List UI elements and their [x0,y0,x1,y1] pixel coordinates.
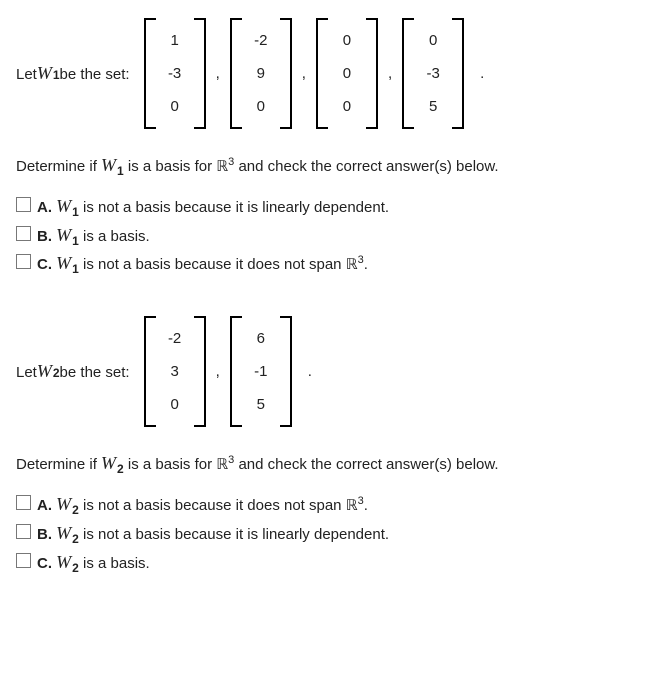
q1-vec-2: 0 0 0 [316,18,378,129]
q1-vec-1: -2 9 0 [230,18,292,129]
q2-opt-c: C. W2 is a basis. [16,550,634,577]
q2-v0-0: -2 [166,322,184,355]
q2-period: . [298,361,312,382]
q2-var: W [37,359,52,384]
q1-v3-2: 5 [424,90,442,123]
p2-pre: Determine if [16,456,101,473]
q2-sub: 2 [53,365,60,382]
q2-vec-0: -2 3 0 [144,316,206,427]
q1-c-letter: C. [37,256,52,273]
p1-R: ℝ [216,159,228,175]
q1-opt-b-text: B. W1 is a basis. [37,223,150,250]
q2-opt-b-text: B. W2 is not a basis because it is linea… [37,521,389,548]
q1-set-row: Let W1 be the set: 1 -3 0 , -2 9 0 , [16,18,634,129]
q2-v1-2: 5 [252,388,270,421]
p1-pre: Determine if [16,158,101,175]
q2-v1-0: 6 [252,322,270,355]
q2-checkbox-b[interactable] [16,524,31,539]
q1-v3-0: 0 [424,24,442,57]
q2-checkbox-c[interactable] [16,553,31,568]
q1-sep-1: , [298,63,310,84]
q1-v1-1: 9 [252,57,270,90]
q1-v2-0: 0 [338,24,356,57]
q1-sub: 1 [53,67,60,84]
p2-sub: 2 [117,462,124,476]
p2-post: and check the correct answer(s) below. [234,456,498,473]
q2-vec-1: 6 -1 5 [230,316,292,427]
q1-opt-c: C. W1 is not a basis because it does not… [16,251,634,278]
q2-v1-1: -1 [252,355,270,388]
q1-v1-0: -2 [252,24,270,57]
q1-label-prefix: Let [16,64,37,85]
p1-post: and check the correct answer(s) below. [234,158,498,175]
q1-v3-1: -3 [424,57,442,90]
q2-sep-0: , [212,361,224,382]
q2-opt-a-text: A. W2 is not a basis because it does not… [37,492,368,519]
q1-v0-1: -3 [166,57,184,90]
q2-v0-1: 3 [166,355,184,388]
q2-prompt: Determine if W2 is a basis for ℝ3 and ch… [16,451,634,478]
q2-set-row: Let W2 be the set: -2 3 0 , 6 -1 5 . [16,316,634,427]
q1-v1-2: 0 [252,90,270,123]
q1-label: Let W1 be the set: [16,61,130,86]
q2-label-prefix: Let [16,362,37,383]
q2-opt-c-text: C. W2 is a basis. [37,550,150,577]
q2-c-letter: C. [37,555,52,572]
q1-options: A. W1 is not a basis because it is linea… [16,194,634,278]
q1-v2-2: 0 [338,90,356,123]
q1-period: . [470,63,484,84]
q1-var: W [37,61,52,86]
q1-opt-b: B. W1 is a basis. [16,223,634,250]
p1-mid: is a basis for [124,158,217,175]
q1-v0-0: 1 [166,24,184,57]
q2-label: Let W2 be the set: [16,359,130,384]
q1-v2-1: 0 [338,57,356,90]
q1-sep-2: , [384,63,396,84]
p1-var: W [101,155,116,175]
q2-a-letter: A. [37,497,52,514]
p2-mid: is a basis for [124,456,217,473]
q1-prompt: Determine if W1 is a basis for ℝ3 and ch… [16,153,634,180]
p1-sub: 1 [117,164,124,178]
q2-v0-2: 0 [166,388,184,421]
q1-a-letter: A. [37,199,52,216]
q1-sep-0: , [212,63,224,84]
q2-vectors: -2 3 0 , 6 -1 5 . [144,316,312,427]
q1-checkbox-b[interactable] [16,226,31,241]
q1-checkbox-c[interactable] [16,254,31,269]
q2-options: A. W2 is not a basis because it does not… [16,492,634,576]
q1-vec-0: 1 -3 0 [144,18,206,129]
q1-b-letter: B. [37,228,52,245]
q2-checkbox-a[interactable] [16,495,31,510]
q2-b-letter: B. [37,526,52,543]
q1-opt-a-text: A. W1 is not a basis because it is linea… [37,194,389,221]
q1-label-suffix: be the set: [60,64,130,85]
q1-vec-3: 0 -3 5 [402,18,464,129]
q1-checkbox-a[interactable] [16,197,31,212]
q1-vectors: 1 -3 0 , -2 9 0 , 0 0 0 , [144,18,485,129]
q1-opt-c-text: C. W1 is not a basis because it does not… [37,251,368,278]
q1-opt-a: A. W1 is not a basis because it is linea… [16,194,634,221]
p2-var: W [101,453,116,473]
q2-opt-b: B. W2 is not a basis because it is linea… [16,521,634,548]
q2-label-suffix: be the set: [60,362,130,383]
p2-R: ℝ [216,457,228,473]
q1-v0-2: 0 [166,90,184,123]
q2-opt-a: A. W2 is not a basis because it does not… [16,492,634,519]
